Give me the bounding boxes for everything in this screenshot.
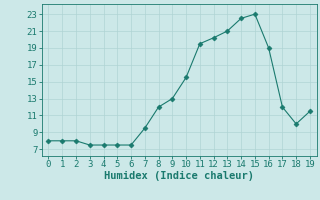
X-axis label: Humidex (Indice chaleur): Humidex (Indice chaleur) xyxy=(104,171,254,181)
